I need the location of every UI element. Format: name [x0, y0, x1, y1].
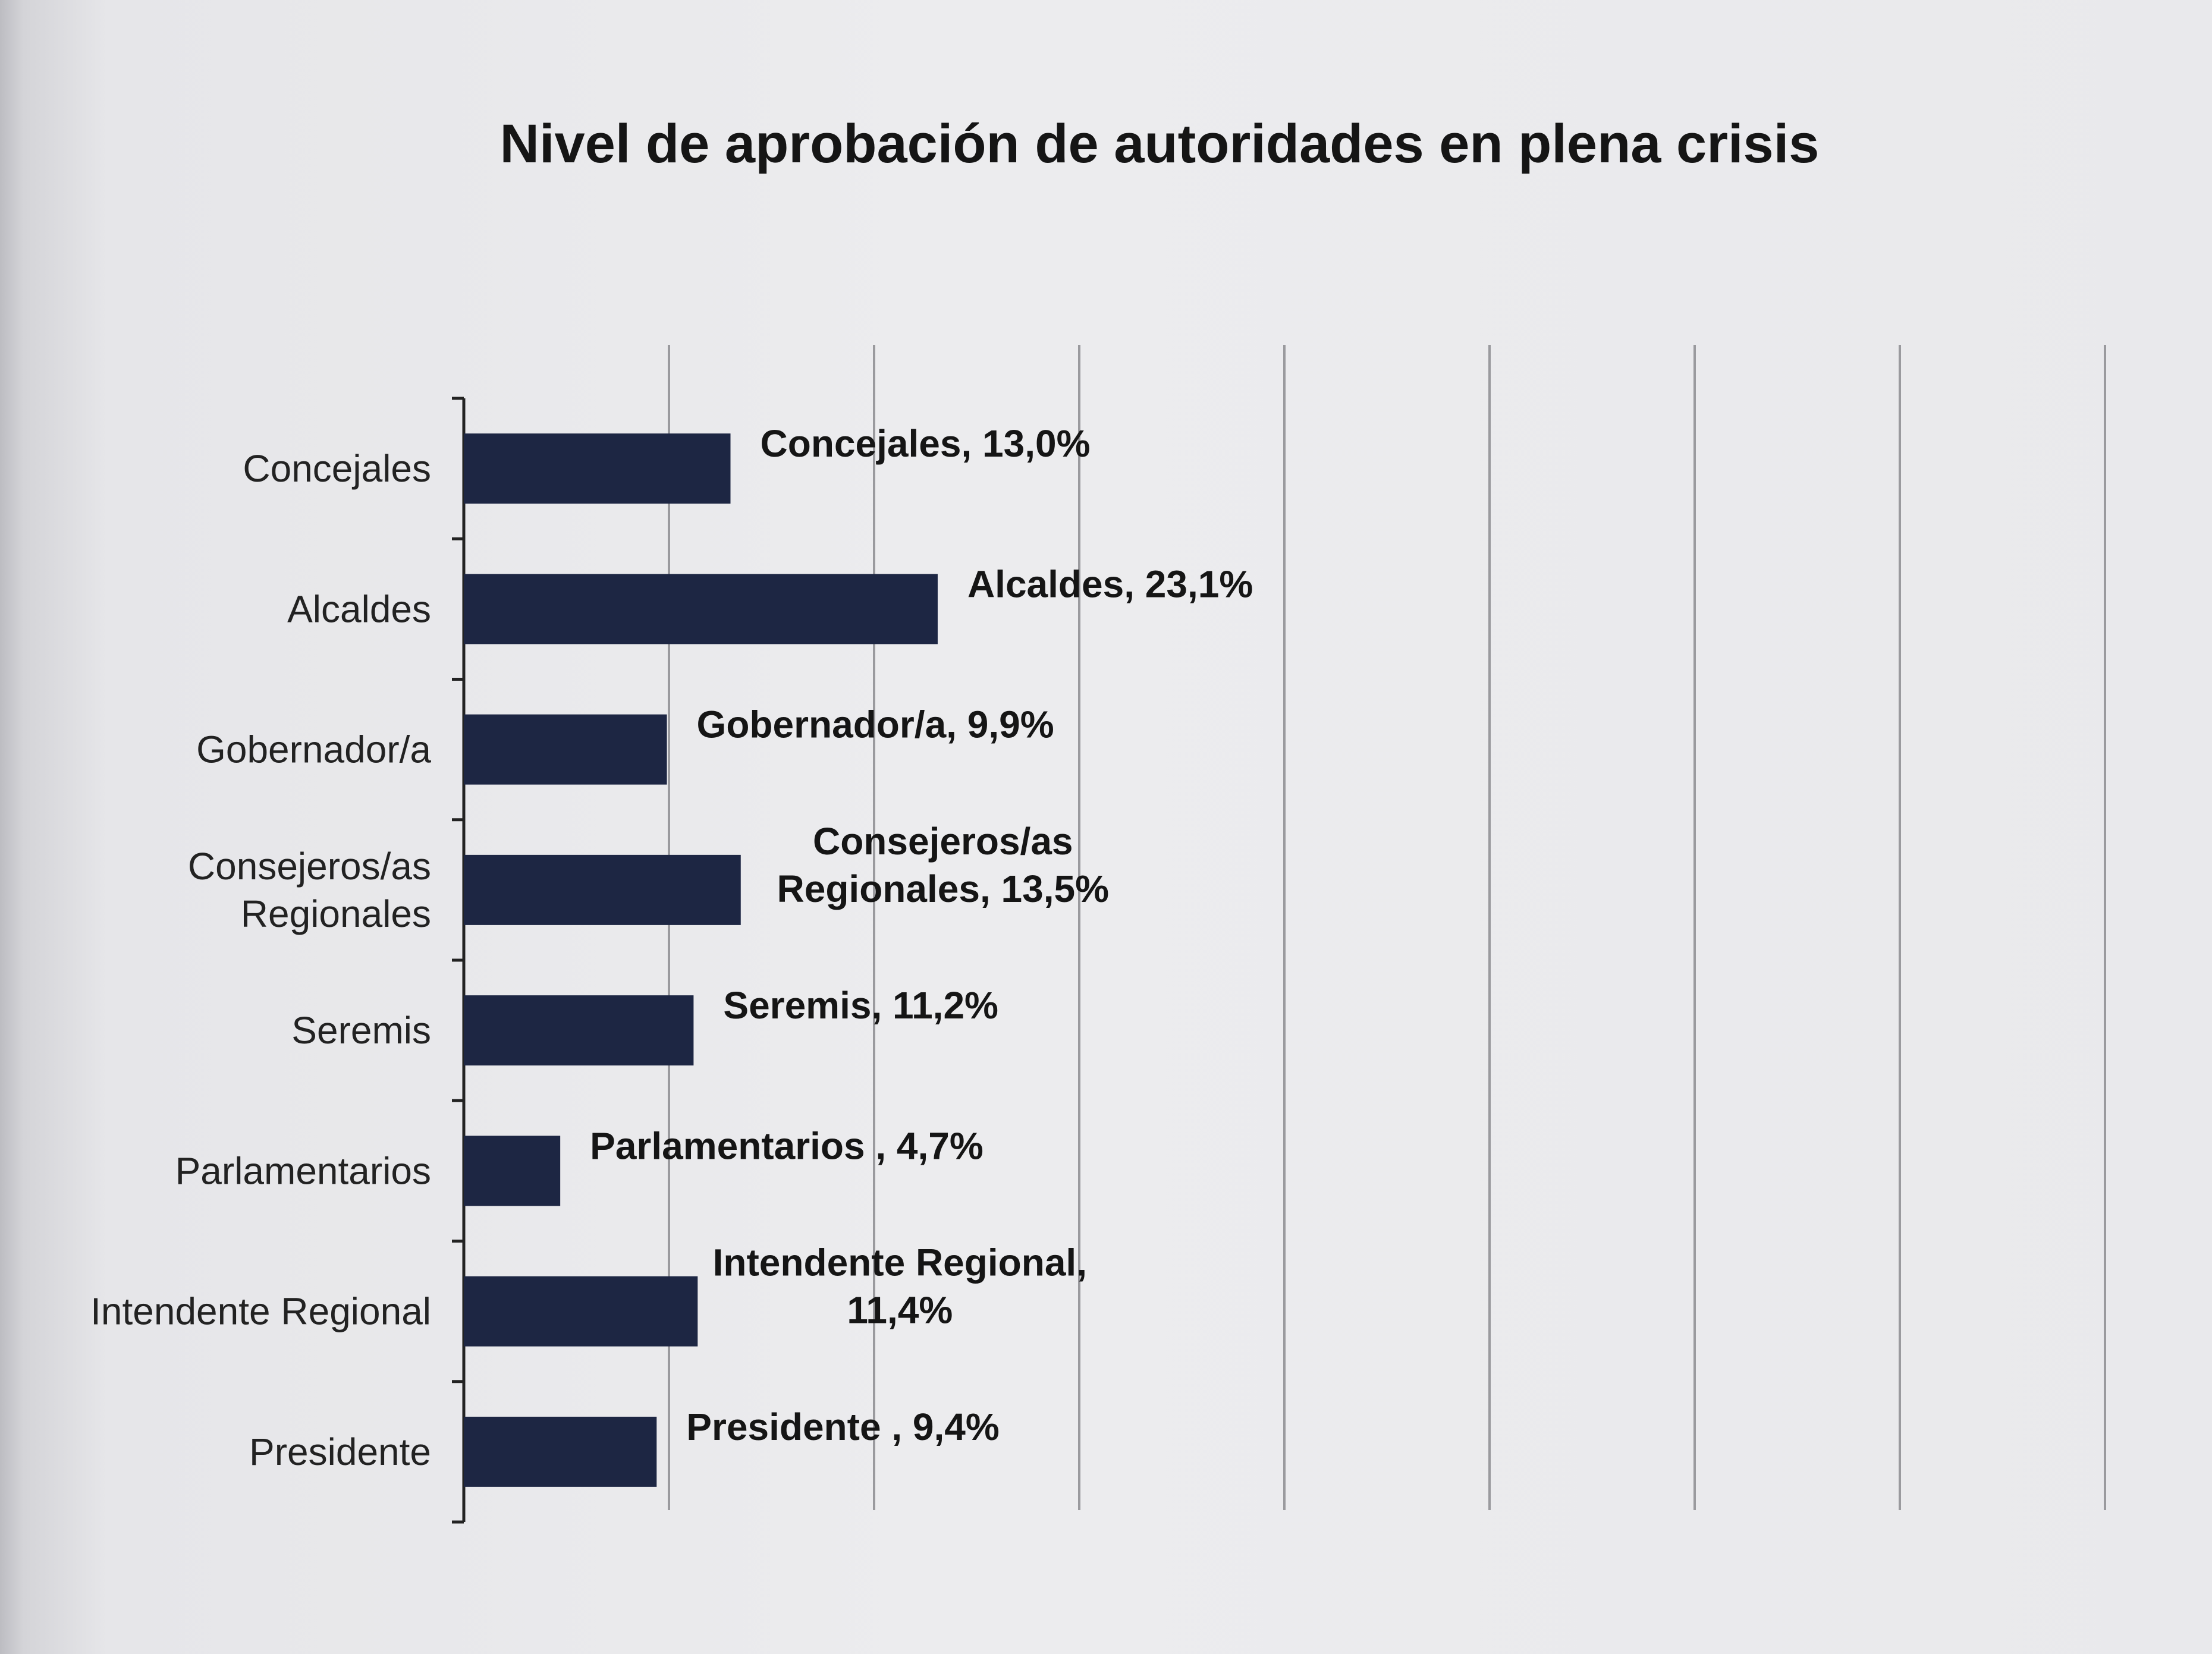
category-label: Consejeros/as Regionales: [188, 845, 431, 935]
category-label: Alcaldes: [287, 587, 431, 630]
bar: [464, 854, 741, 925]
bar: [464, 995, 694, 1066]
data-label: Concejales, 13,0%: [761, 422, 1091, 465]
data-label: Consejeros/as Regionales, 13,5%: [777, 820, 1109, 910]
data-label: Gobernador/a, 9,9%: [697, 703, 1054, 746]
data-label: Seremis, 11,2%: [723, 984, 998, 1027]
bar: [464, 1416, 657, 1487]
data-label: Alcaldes, 23,1%: [967, 562, 1253, 605]
category-label: Concejales: [243, 447, 431, 490]
category-label: Gobernador/a: [196, 728, 431, 771]
category-label: Parlamentarios: [175, 1149, 431, 1192]
category-label: Seremis: [291, 1009, 431, 1052]
bar: [464, 1136, 561, 1206]
category-label: Presidente: [249, 1430, 431, 1473]
chart-title: Nivel de aprobación de autoridades en pl…: [499, 114, 1820, 174]
bar: [464, 574, 938, 644]
data-label: Parlamentarios , 4,7%: [590, 1124, 984, 1167]
data-label: Intendente Regional, 11,4%: [713, 1241, 1087, 1332]
bar: [464, 433, 731, 504]
data-label: Presidente , 9,4%: [686, 1405, 999, 1448]
category-label: Intendente Regional: [90, 1290, 431, 1333]
bar: [464, 1276, 698, 1347]
bar: [464, 714, 667, 785]
